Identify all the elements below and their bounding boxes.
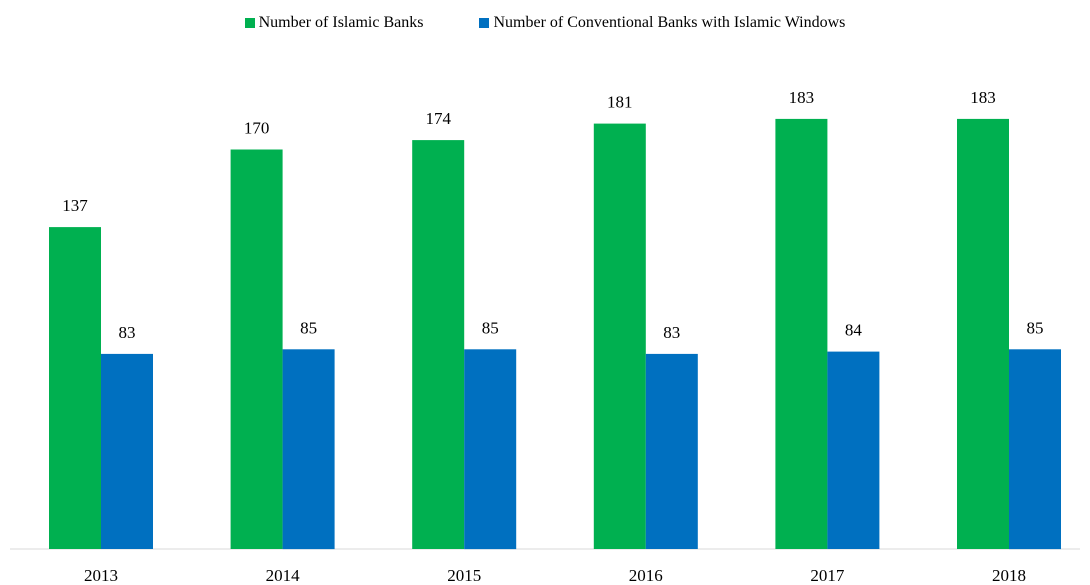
- data-label-islamic-banks-2017: 183: [789, 88, 815, 107]
- legend-label-conventional-banks: Number of Conventional Banks with Islami…: [493, 14, 846, 31]
- legend-label-islamic-banks: Number of Islamic Banks: [258, 14, 424, 31]
- bar-conventional-banks-2016: [645, 353, 698, 549]
- bar-islamic-banks-2017: [775, 118, 828, 550]
- bar-conventional-banks-2017: [827, 351, 880, 549]
- bar-conventional-banks-2014: [282, 349, 335, 550]
- bar-islamic-banks-2016: [593, 123, 646, 549]
- legend-item-conventional-banks: Number of Conventional Banks with Islami…: [479, 14, 845, 32]
- bar-conventional-banks-2015: [464, 349, 517, 550]
- legend-swatch-islamic-banks: [244, 18, 255, 28]
- bar-islamic-banks-2014: [230, 149, 283, 549]
- data-label-islamic-banks-2014: 170: [244, 119, 270, 138]
- x-tick-label-2016: 2016: [629, 566, 663, 585]
- x-tick-label-2017: 2017: [810, 566, 845, 585]
- x-tick-label-2013: 2013: [84, 566, 118, 585]
- data-label-islamic-banks-2015: 174: [425, 109, 451, 128]
- data-label-conventional-banks-2013: 83: [119, 323, 136, 342]
- legend-item-islamic-banks: Number of Islamic Banks: [244, 14, 424, 32]
- data-labels-group: 137 83 170 85 174 85 181 83 183 84 183 85: [62, 88, 1043, 342]
- bar-islamic-banks-2013: [49, 227, 101, 549]
- x-tick-label-2018: 2018: [992, 566, 1026, 585]
- data-label-islamic-banks-2013: 137: [62, 196, 88, 215]
- bars-group: [49, 118, 1061, 550]
- data-label-conventional-banks-2018: 85: [1027, 318, 1044, 337]
- x-tick-labels-group: 2013 2014 2015 2016 2017 2018: [84, 566, 1026, 585]
- bar-conventional-banks-2013: [101, 353, 153, 549]
- x-tick-label-2015: 2015: [447, 566, 481, 585]
- legend-swatch-conventional-banks: [479, 18, 490, 28]
- data-label-conventional-banks-2017: 84: [845, 321, 863, 340]
- bar-conventional-banks-2018: [1009, 349, 1061, 550]
- data-label-conventional-banks-2016: 83: [663, 323, 680, 342]
- bar-islamic-banks-2018: [957, 118, 1009, 550]
- bar-islamic-banks-2015: [412, 140, 465, 549]
- data-label-conventional-banks-2015: 85: [482, 318, 499, 337]
- data-label-conventional-banks-2014: 85: [300, 318, 317, 337]
- data-label-islamic-banks-2018: 183: [970, 88, 996, 107]
- x-tick-label-2014: 2014: [266, 566, 301, 585]
- data-label-islamic-banks-2016: 181: [607, 93, 633, 112]
- legend: Number of Islamic Banks Number of Conven…: [0, 14, 1090, 32]
